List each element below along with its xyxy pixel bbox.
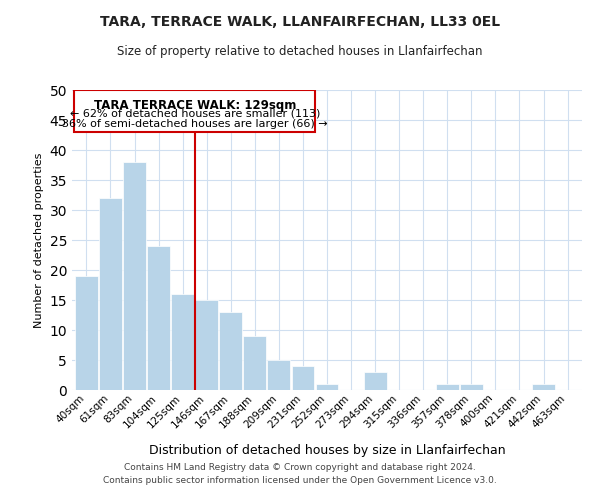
X-axis label: Distribution of detached houses by size in Llanfairfechan: Distribution of detached houses by size … bbox=[149, 444, 505, 456]
Bar bbox=[364, 372, 386, 390]
Bar bbox=[220, 312, 242, 390]
Bar bbox=[123, 162, 146, 390]
Y-axis label: Number of detached properties: Number of detached properties bbox=[34, 152, 44, 328]
Bar bbox=[75, 276, 98, 390]
Bar bbox=[436, 384, 459, 390]
Text: Size of property relative to detached houses in Llanfairfechan: Size of property relative to detached ho… bbox=[117, 45, 483, 58]
Bar bbox=[316, 384, 338, 390]
Text: 36% of semi-detached houses are larger (66) →: 36% of semi-detached houses are larger (… bbox=[62, 119, 328, 129]
Bar bbox=[532, 384, 555, 390]
Text: TARA, TERRACE WALK, LLANFAIRFECHAN, LL33 0EL: TARA, TERRACE WALK, LLANFAIRFECHAN, LL33… bbox=[100, 15, 500, 29]
Bar bbox=[171, 294, 194, 390]
Bar bbox=[147, 246, 170, 390]
Bar bbox=[460, 384, 483, 390]
Bar bbox=[99, 198, 122, 390]
Bar bbox=[244, 336, 266, 390]
Text: Contains HM Land Registry data © Crown copyright and database right 2024.
Contai: Contains HM Land Registry data © Crown c… bbox=[103, 463, 497, 485]
Bar bbox=[195, 300, 218, 390]
Bar bbox=[292, 366, 314, 390]
FancyBboxPatch shape bbox=[74, 90, 315, 132]
Text: ← 62% of detached houses are smaller (113): ← 62% of detached houses are smaller (11… bbox=[70, 108, 320, 118]
Bar bbox=[268, 360, 290, 390]
Text: TARA TERRACE WALK: 129sqm: TARA TERRACE WALK: 129sqm bbox=[94, 99, 296, 112]
